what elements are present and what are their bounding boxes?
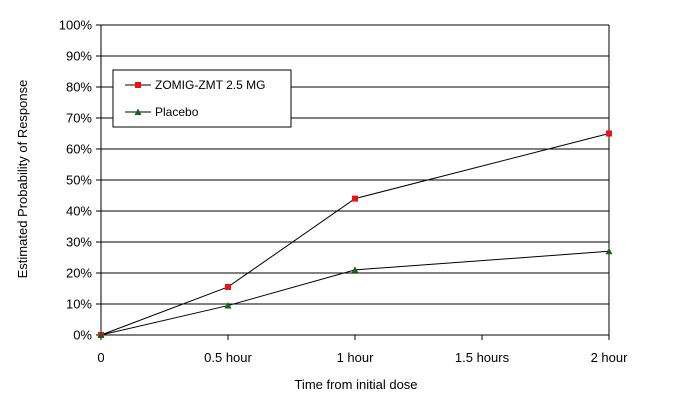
data-point-triangle [97, 331, 105, 338]
y-tick-label: 20% [66, 266, 92, 281]
y-tick-label: 70% [66, 111, 92, 126]
data-point-triangle [134, 108, 142, 115]
legend-label: Placebo [155, 105, 199, 119]
legend: ZOMIG-ZMT 2.5 MG Placebo [112, 69, 292, 128]
x-axis-tick-labels: 0 0.5 hour 1 hour 1.5 hours 2 hour [97, 335, 628, 365]
y-tick-label: 0% [73, 328, 92, 343]
y-tick-label: 60% [66, 142, 92, 157]
y-tick-label: 50% [66, 173, 92, 188]
data-point-square [606, 130, 612, 137]
data-point-triangle [224, 302, 232, 309]
x-tick-label: 2 hour [591, 350, 629, 365]
legend-box [112, 69, 292, 128]
y-tick-label: 100% [59, 18, 93, 33]
axes [100, 25, 610, 336]
x-tick-label: 1 hour [337, 350, 375, 365]
y-tick-label: 30% [66, 235, 92, 250]
y-tick-label: 10% [66, 297, 92, 312]
series-lines [100, 133, 610, 336]
series-line-1 [100, 133, 610, 336]
data-point-square [352, 195, 358, 202]
y-axis-title: Estimated Probability of Response [15, 80, 30, 279]
x-axis-title: Time from initial dose [294, 377, 417, 392]
data-point-square [225, 283, 231, 290]
y-tick-label: 80% [66, 80, 92, 95]
y-axis-tick-labels: 0% 10% 20% 30% 40% 50% 60% 70% 80% 90% 100% [59, 18, 101, 343]
series-markers [97, 130, 613, 338]
data-point-square [135, 82, 141, 88]
legend-label: ZOMIG-ZMT 2.5 MG [155, 78, 265, 92]
series-line-2 [100, 250, 610, 336]
x-tick-label: 1.5 hours [455, 350, 510, 365]
x-tick-label: 0 [97, 350, 104, 365]
data-point-triangle [351, 266, 359, 273]
data-point-triangle [605, 247, 613, 255]
gridlines [101, 24, 609, 336]
x-tick-label: 0.5 hour [204, 350, 252, 365]
y-tick-label: 90% [66, 49, 92, 64]
y-tick-label: 40% [66, 204, 92, 219]
